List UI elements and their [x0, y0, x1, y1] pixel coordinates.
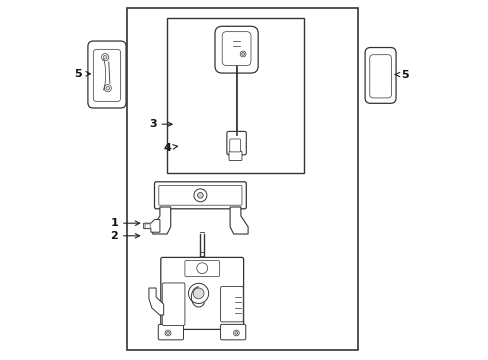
Circle shape: [234, 332, 237, 334]
Circle shape: [166, 332, 169, 334]
Polygon shape: [149, 288, 163, 315]
Circle shape: [241, 53, 244, 55]
FancyBboxPatch shape: [154, 182, 246, 209]
Text: 1: 1: [110, 218, 140, 228]
FancyBboxPatch shape: [226, 131, 246, 155]
Circle shape: [194, 189, 206, 202]
Circle shape: [165, 330, 170, 336]
Text: 4: 4: [163, 143, 177, 153]
Text: 5: 5: [74, 69, 90, 79]
Polygon shape: [152, 207, 170, 234]
FancyBboxPatch shape: [220, 287, 243, 322]
Text: 2: 2: [110, 231, 140, 241]
Circle shape: [103, 55, 107, 59]
Circle shape: [106, 86, 109, 90]
Bar: [127, 8, 357, 350]
FancyBboxPatch shape: [215, 26, 258, 73]
FancyBboxPatch shape: [229, 139, 240, 152]
Circle shape: [102, 54, 108, 61]
Circle shape: [196, 263, 207, 274]
Polygon shape: [143, 220, 160, 232]
Bar: [167, 18, 303, 173]
FancyBboxPatch shape: [88, 41, 126, 108]
FancyBboxPatch shape: [159, 185, 242, 205]
Text: 3: 3: [148, 119, 172, 129]
Polygon shape: [230, 207, 247, 234]
Circle shape: [188, 283, 208, 303]
FancyBboxPatch shape: [222, 32, 250, 66]
Circle shape: [104, 85, 111, 92]
FancyBboxPatch shape: [161, 257, 243, 329]
FancyBboxPatch shape: [228, 151, 242, 161]
FancyBboxPatch shape: [184, 261, 219, 276]
Circle shape: [240, 51, 245, 57]
FancyBboxPatch shape: [365, 48, 395, 103]
Circle shape: [233, 330, 239, 336]
Text: 5: 5: [394, 69, 407, 80]
Circle shape: [197, 192, 203, 198]
FancyBboxPatch shape: [145, 224, 150, 228]
FancyBboxPatch shape: [158, 324, 183, 340]
FancyBboxPatch shape: [93, 49, 121, 102]
FancyBboxPatch shape: [220, 324, 245, 340]
FancyBboxPatch shape: [162, 283, 184, 325]
FancyBboxPatch shape: [369, 55, 390, 98]
Circle shape: [193, 288, 203, 299]
